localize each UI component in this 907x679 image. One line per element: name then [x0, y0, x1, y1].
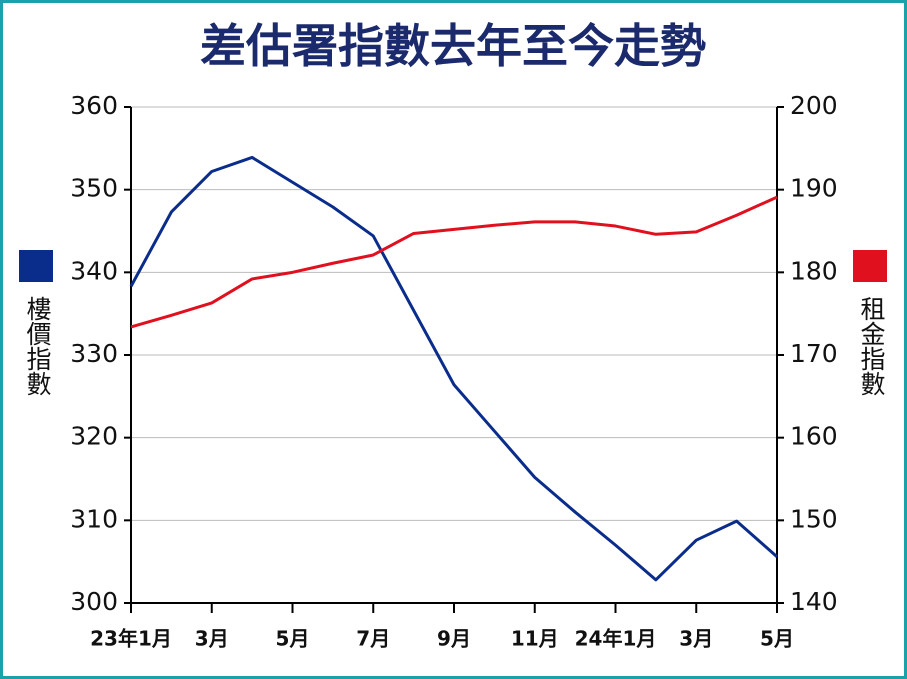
x-tick-label: 5月 [276, 627, 310, 651]
y-tick-label: 320 [70, 422, 118, 451]
x-tick-label: 11月 [511, 627, 559, 651]
y2-tick-label: 170 [790, 339, 838, 368]
x-tick-label: 3月 [679, 627, 713, 651]
legend-swatch [853, 250, 887, 282]
chart-title: 差估署指數去年至今走勢 [200, 19, 706, 73]
y-tick-label: 300 [70, 587, 118, 616]
y2-tick-label: 150 [790, 504, 838, 533]
y2-tick-label: 160 [790, 422, 838, 451]
x-tick-label: 3月 [195, 627, 229, 651]
x-tick-label: 24年1月 [575, 627, 657, 651]
y-tick-label: 330 [70, 339, 118, 368]
y2-tick-label: 140 [790, 587, 838, 616]
y2-tick-label: 190 [790, 174, 838, 203]
legend-label: 樓價指數 [23, 296, 52, 396]
y-tick-label: 350 [70, 174, 118, 203]
legend-swatch [19, 250, 53, 282]
y2-tick-label: 180 [790, 256, 838, 285]
x-tick-label: 7月 [356, 627, 390, 651]
x-tick-label: 5月 [760, 627, 794, 651]
y-tick-label: 360 [70, 91, 118, 120]
x-tick-label: 9月 [437, 627, 471, 651]
line-series [130, 195, 778, 329]
y-tick-label: 340 [70, 256, 118, 285]
line-series [129, 155, 778, 582]
y2-tick-label: 200 [790, 91, 838, 120]
legend-label: 租金指數 [857, 296, 886, 396]
y-tick-label: 310 [70, 504, 118, 533]
x-tick-label: 23年1月 [90, 627, 172, 651]
